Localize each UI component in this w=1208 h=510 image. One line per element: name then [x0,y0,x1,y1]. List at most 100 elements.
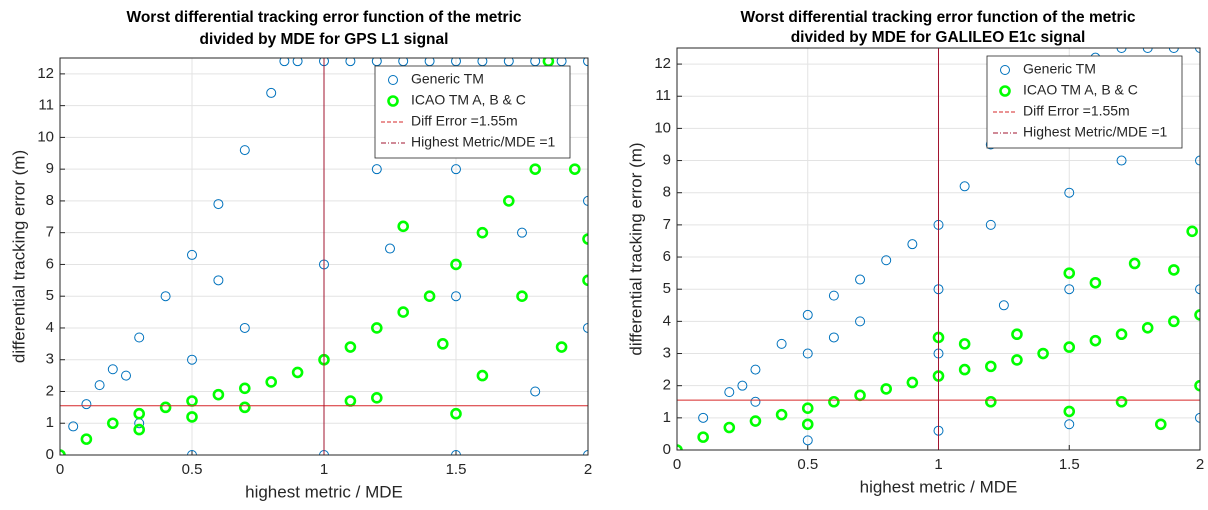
data-point [828,395,840,408]
data-point [1186,225,1198,238]
data-point [802,348,813,359]
legend-marker [387,95,399,107]
data-point [1195,412,1200,423]
data-point [436,338,449,350]
x-tick-label: 2 [584,461,592,478]
data-point [385,243,395,254]
data-point [451,450,461,455]
y-tick-label: 6 [46,255,54,272]
data-point [906,376,919,389]
x-tick-label: 0 [56,461,64,478]
chart-title: divided by MDE for GALILEO E1c signal [791,29,1086,46]
y-tick-label: 12 [37,65,54,82]
y-tick-label: 11 [38,97,54,114]
data-point [451,164,461,175]
data-point [517,227,527,238]
data-point [1011,354,1023,366]
data-point [698,412,709,423]
data-point [291,366,304,379]
chart-title: Worst differential tracking error functi… [126,9,521,26]
data-point [371,164,382,175]
y-axis-label: differential tracking error (m) [626,142,645,355]
data-point [476,226,489,239]
data-point [186,411,198,423]
y-tick-label: 8 [46,192,54,209]
data-point [239,382,251,395]
data-point [828,332,839,343]
data-point [292,58,303,67]
data-point [802,435,813,446]
data-point [1063,405,1076,418]
y-tick-label: 3 [46,351,54,368]
axes-box [676,47,1201,451]
y-tick-label: 6 [663,248,671,265]
y-tick-label: 9 [663,152,671,169]
data-point [94,380,105,391]
data-point [1064,419,1075,430]
data-point [133,407,145,420]
data-point [81,399,92,410]
y-tick-label: 8 [663,184,671,201]
data-point [1063,341,1076,353]
data-point [1141,321,1154,334]
data-point [397,220,410,233]
data-point [881,255,892,266]
data-point [1194,309,1200,321]
data-point [397,306,410,318]
data-point [266,87,277,98]
y-tick-label: 12 [654,55,671,72]
data-point [582,233,588,245]
data-point [1154,418,1167,431]
data-point [775,408,788,421]
y-tick-label: 3 [663,344,671,361]
legend-label: ICAO TM A, B & C [411,92,526,108]
y-tick-label: 4 [46,319,54,336]
data-point [984,395,997,408]
data-point [1116,48,1127,53]
chart-title: Worst differential tracking error functi… [740,9,1135,26]
data-point [568,163,581,175]
data-point [239,145,250,156]
data-point [801,418,814,431]
data-point [583,195,588,206]
y-tick-label: 9 [46,160,54,177]
legend-box [986,55,1183,149]
data-point [907,239,918,250]
data-point [958,338,971,350]
data-point [1063,267,1076,279]
data-point [160,291,171,302]
data-point [239,401,251,414]
data-point [1064,187,1075,198]
data-point [985,219,996,230]
x-tick-label: 1.5 [1059,456,1080,473]
x-tick-label: 0.5 [182,461,203,478]
data-point [1116,155,1127,166]
data-point [1115,328,1128,341]
legend-box [374,65,571,159]
y-tick-label: 10 [654,119,671,136]
y-tick-label: 2 [663,377,671,394]
data-point [959,181,970,192]
data-point [68,421,79,432]
data-point [345,58,356,67]
data-point [802,309,813,320]
data-point [279,58,290,67]
y-tick-label: 1 [663,409,671,426]
x-axis-label: highest metric / MDE [245,482,403,501]
legend-marker [388,75,398,85]
data-point [828,290,839,301]
data-point [723,421,736,434]
data-point [239,322,250,333]
y-tick-label: 2 [46,382,54,399]
y-tick-label: 5 [663,280,671,297]
data-point [187,354,197,365]
legend-label: Highest Metric/MDE =1 [411,134,556,150]
data-point [998,300,1009,311]
data-point [370,392,383,404]
data-point [750,396,761,407]
data-point [530,386,541,397]
data-point [749,415,762,427]
y-tick-label: 0 [46,446,54,463]
y-tick-label: 10 [37,128,54,145]
legend-marker [999,85,1011,97]
